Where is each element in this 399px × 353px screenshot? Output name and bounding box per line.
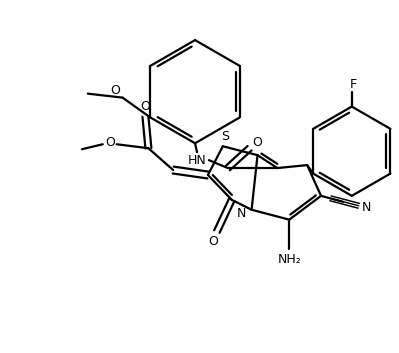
Text: O: O: [111, 84, 120, 97]
Text: O: O: [105, 136, 115, 149]
Text: N: N: [237, 207, 246, 220]
Text: O: O: [208, 235, 218, 248]
Text: HN: HN: [188, 154, 206, 167]
Text: O: O: [140, 100, 150, 113]
Text: NH₂: NH₂: [277, 253, 301, 266]
Text: O: O: [253, 136, 263, 149]
Text: S: S: [221, 130, 229, 143]
Text: N: N: [362, 201, 371, 214]
Text: F: F: [350, 78, 358, 91]
